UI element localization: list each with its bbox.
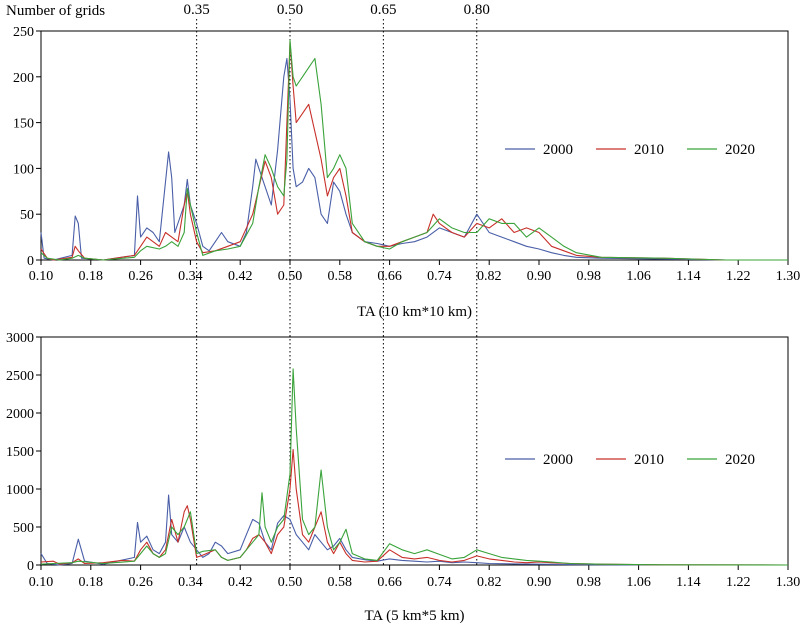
- legend-label-2010: 2010: [634, 142, 664, 158]
- y-axis-title: Number of grids: [6, 3, 105, 19]
- x-tick-label: 1.06: [626, 269, 651, 284]
- x-tick-label: 0.10: [29, 575, 54, 590]
- x-tick-label: 0.42: [228, 269, 253, 284]
- x-tick-label: 1.06: [626, 575, 651, 590]
- reference-line-labels: 0.35 0.50 0.65 0.80: [184, 2, 490, 18]
- x-tick-label: 1.22: [726, 575, 751, 590]
- plot-frame: [40, 30, 789, 261]
- y-tick-label: 2000: [6, 407, 34, 422]
- panel-5km: 0 500 1000 1500 2000 2500 3000 0.10 0.18 0.26 0.34…: [6, 331, 800, 624]
- y-tick-label: 3000: [6, 331, 34, 346]
- y-tick-label: 1500: [6, 445, 34, 460]
- y-tick-label: 200: [13, 71, 34, 86]
- x-tick-label: 0.82: [477, 575, 502, 590]
- x-tick-label: 0.58: [328, 575, 353, 590]
- x-tick-label: 0.42: [228, 575, 253, 590]
- x-tick-label: 0.34: [178, 575, 203, 590]
- x-tick-label: 0.98: [577, 575, 602, 590]
- y-tick-label: 1000: [6, 483, 34, 498]
- reference-line-label: 0.50: [277, 2, 303, 18]
- plot-frame: [40, 336, 789, 566]
- series-line-2020: [40, 39, 788, 261]
- x-tick-label: 1.14: [676, 269, 701, 284]
- x-tick-label: 1.30: [776, 269, 800, 284]
- x-tick-label: 0.98: [577, 269, 602, 284]
- x-tick-label: 0.10: [29, 269, 54, 284]
- y-tick-label: 0: [27, 254, 34, 269]
- reference-line-label: 0.80: [464, 2, 490, 18]
- x-axis-label: TA (10 km*10 km): [357, 304, 472, 320]
- x-axis-label: TA (5 km*5 km): [364, 608, 464, 624]
- series-line-2000: [40, 494, 788, 566]
- legend-label-2000: 2000: [543, 142, 573, 158]
- panel-10km: 0 50 100 150 200 250 0.10 0.18 0.26 0.34 0.42 0.50 0…: [13, 25, 800, 320]
- legend-label-2020: 2020: [725, 142, 755, 158]
- x-tick-label: 0.66: [377, 269, 402, 284]
- x-tick-label: 0.18: [79, 575, 104, 590]
- x-tick-label: 0.82: [477, 269, 502, 284]
- series-line-2000: [40, 57, 788, 261]
- x-tick-label: 1.22: [726, 269, 751, 284]
- x-tick-label: 1.14: [676, 575, 701, 590]
- reference-lines: [196, 19, 478, 565]
- x-tick-label: 0.50: [278, 269, 303, 284]
- legend-label-2020: 2020: [725, 452, 755, 468]
- legend-label-2000: 2000: [543, 452, 573, 468]
- x-tick-label: 0.90: [527, 269, 552, 284]
- reference-line-label: 0.65: [370, 2, 396, 18]
- x-tick-label: 0.34: [178, 269, 203, 284]
- y-tick-label: 250: [13, 25, 34, 40]
- x-tick-label: 0.90: [527, 575, 552, 590]
- x-tick-label: 0.74: [427, 269, 452, 284]
- legend-label-2010: 2010: [634, 452, 664, 468]
- x-tick-label: 0.66: [377, 575, 402, 590]
- x-tick-label: 0.26: [128, 269, 153, 284]
- series-line-2010: [40, 448, 789, 566]
- x-tick-label: 0.58: [328, 269, 353, 284]
- reference-line-label: 0.35: [184, 2, 210, 18]
- y-tick-label: 150: [13, 117, 34, 132]
- y-tick-label: 100: [13, 162, 34, 177]
- y-tick-label: 50: [20, 208, 34, 223]
- x-tick-label: 1.30: [776, 575, 800, 590]
- y-tick-label: 2500: [6, 369, 34, 384]
- y-tick-label: 500: [13, 521, 34, 536]
- x-tick-label: 0.50: [278, 575, 303, 590]
- x-tick-label: 0.26: [128, 575, 153, 590]
- series-line-2010: [40, 41, 788, 261]
- x-tick-label: 0.74: [427, 575, 452, 590]
- x-tick-label: 0.18: [79, 269, 104, 284]
- series-line-2020: [40, 368, 789, 566]
- y-tick-label: 0: [27, 559, 34, 574]
